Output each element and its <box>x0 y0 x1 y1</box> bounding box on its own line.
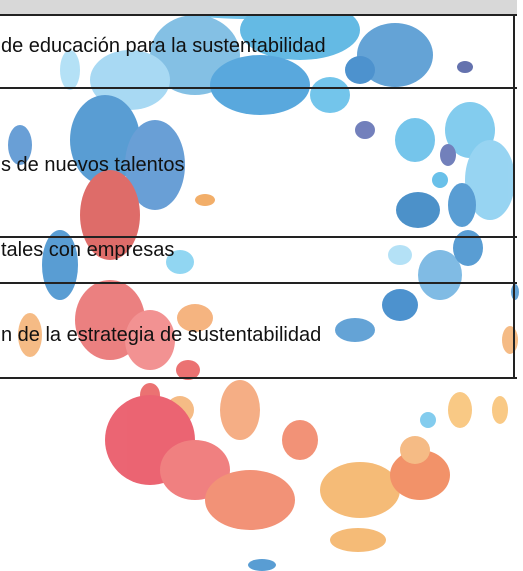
row-border <box>0 377 517 379</box>
table-row: s de nuevos talentos <box>0 89 515 236</box>
cell-text: tales con empresas <box>1 238 174 262</box>
table-row: n de la estrategia de sustentabilidad <box>0 284 515 377</box>
cell-text: de educación para la sustentabilidad <box>1 34 326 58</box>
cell-text: s de nuevos talentos <box>1 153 184 177</box>
table-row: de educación para la sustentabilidad <box>0 16 515 87</box>
table-row: tales con empresas <box>0 238 515 282</box>
header-row <box>0 0 517 16</box>
page: de educación para la sustentabilidad s d… <box>0 0 523 571</box>
cell-text: n de la estrategia de sustentabilidad <box>1 323 321 347</box>
